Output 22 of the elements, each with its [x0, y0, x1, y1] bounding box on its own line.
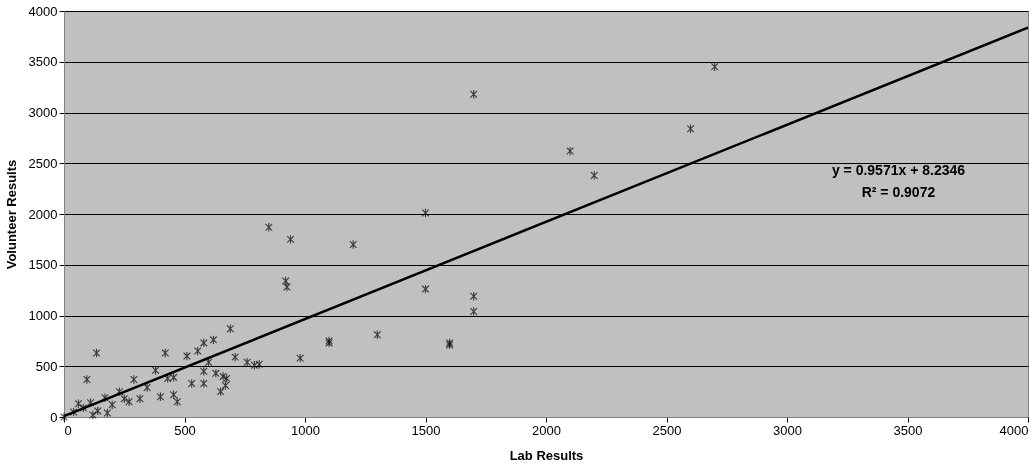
- y-tick-label: 1500: [28, 257, 58, 273]
- x-axis-title: Lab Results: [509, 447, 584, 463]
- y-tick-label: 2000: [28, 206, 58, 222]
- y-tick-label: 3500: [28, 54, 58, 70]
- y-tick-label: 4000: [28, 3, 58, 19]
- x-tick-label: 1500: [411, 422, 441, 438]
- annotation: y = 0.9571x + 8.2346: [831, 162, 966, 179]
- x-tick-label: 500: [174, 422, 196, 438]
- y-tick-label: 1000: [28, 308, 58, 323]
- x-tick-label: 2000: [532, 422, 561, 438]
- x-tick-label: 0: [64, 422, 72, 438]
- x-tick-label: 2500: [652, 422, 682, 438]
- x-tick-label: 3500: [893, 422, 923, 438]
- annotation: R² = 0.9072: [861, 184, 936, 201]
- x-tick-label: 1000: [291, 422, 320, 438]
- y-tick-label: 3000: [28, 105, 58, 120]
- y-tick-label: 500: [35, 358, 58, 374]
- y-axis-title: Volunteer Results: [3, 159, 19, 270]
- y-tick-label: 0: [50, 409, 58, 425]
- x-tick-label: 4000: [999, 422, 1029, 438]
- x-tick-label: 3000: [773, 422, 802, 438]
- y-tick-label: 2500: [28, 155, 58, 171]
